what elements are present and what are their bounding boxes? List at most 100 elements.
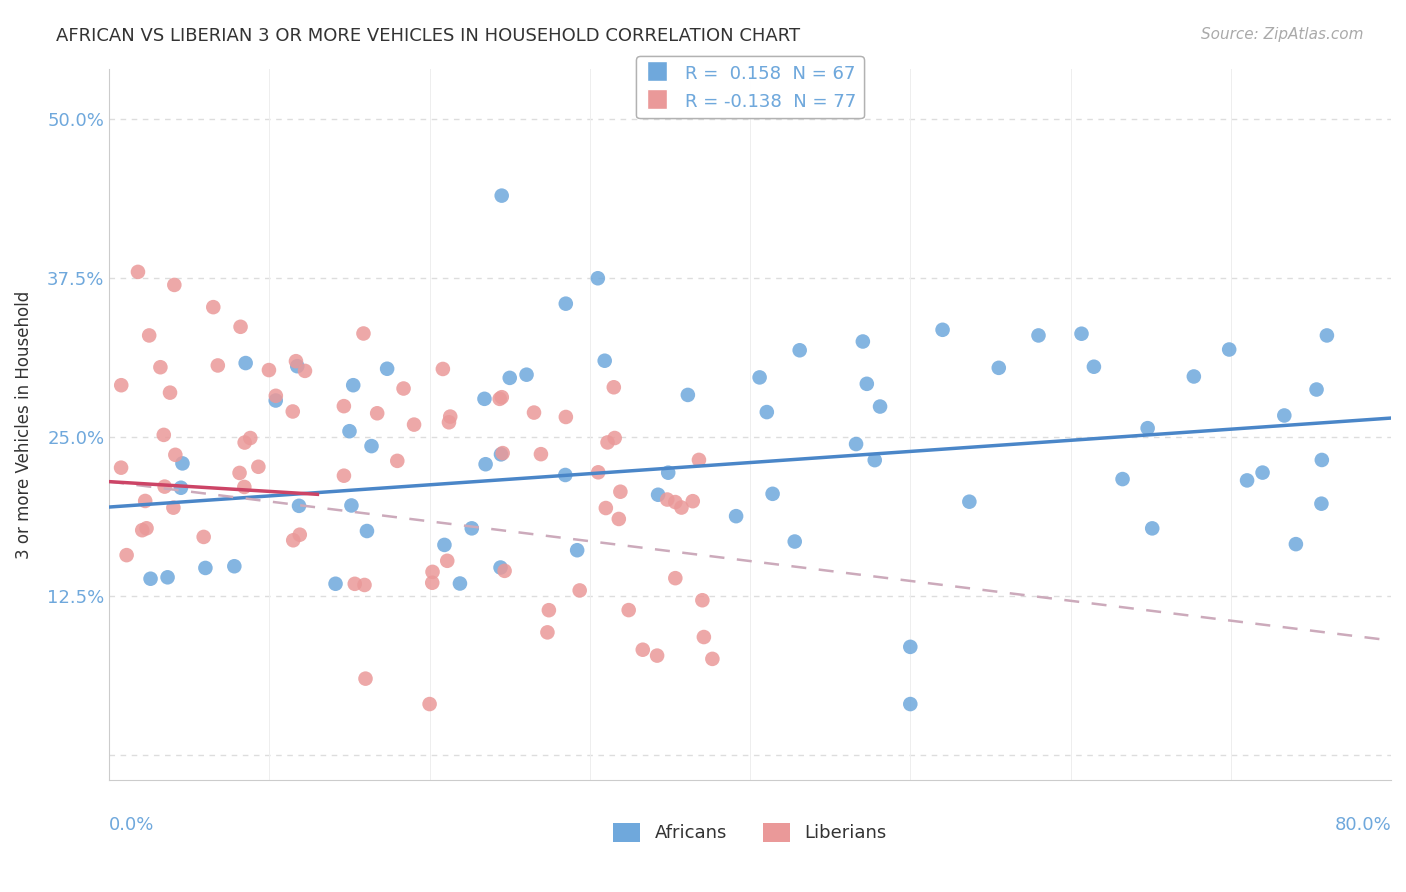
Point: [586, 271, 609, 285]
Point: [491, 446, 513, 460]
Point: [127, 265, 149, 279]
Point: [1111, 472, 1133, 486]
Point: [987, 360, 1010, 375]
Point: [554, 296, 576, 310]
Point: [488, 392, 510, 406]
Point: [554, 467, 576, 482]
Point: [530, 447, 553, 461]
Point: [852, 334, 875, 349]
Point: [1142, 521, 1164, 535]
Point: [159, 385, 181, 400]
Point: [134, 494, 156, 508]
Point: [224, 559, 246, 574]
Point: [537, 603, 560, 617]
Point: [202, 300, 225, 314]
Point: [139, 572, 162, 586]
Point: [682, 494, 704, 508]
Point: [491, 390, 513, 404]
Point: [1083, 359, 1105, 374]
Legend: R =  0.158  N = 67, R = -0.138  N = 77: R = 0.158 N = 67, R = -0.138 N = 77: [637, 56, 863, 119]
Point: [603, 431, 626, 445]
Point: [422, 565, 444, 579]
Point: [957, 494, 980, 508]
Point: [354, 672, 377, 686]
Point: [138, 328, 160, 343]
Point: [229, 319, 252, 334]
Point: [491, 188, 513, 202]
Point: [568, 583, 591, 598]
Point: [1251, 466, 1274, 480]
Point: [461, 521, 484, 535]
Point: [333, 399, 356, 413]
Point: [1182, 369, 1205, 384]
Point: [702, 652, 724, 666]
Point: [631, 642, 654, 657]
Point: [664, 571, 686, 585]
Point: [264, 389, 287, 403]
Point: [115, 548, 138, 562]
Point: [207, 359, 229, 373]
Y-axis label: 3 or more Vehicles in Household: 3 or more Vehicles in Household: [15, 290, 32, 558]
Point: [586, 465, 609, 479]
Point: [288, 499, 311, 513]
Point: [131, 523, 153, 537]
Point: [193, 530, 215, 544]
Point: [163, 277, 186, 292]
Point: [419, 697, 441, 711]
Point: [172, 457, 194, 471]
Point: [607, 512, 630, 526]
Point: [593, 353, 616, 368]
Point: [664, 495, 686, 509]
Point: [285, 354, 308, 368]
Point: [869, 400, 891, 414]
Point: [170, 481, 193, 495]
Text: 80.0%: 80.0%: [1334, 816, 1391, 834]
Point: [595, 501, 617, 516]
Point: [402, 417, 425, 432]
Point: [489, 560, 512, 574]
Point: [235, 356, 257, 370]
Point: [748, 370, 770, 384]
Point: [494, 564, 516, 578]
Point: [645, 648, 668, 663]
Point: [283, 533, 305, 548]
Point: [392, 382, 415, 396]
Point: [353, 578, 375, 592]
Point: [657, 466, 679, 480]
Point: [449, 576, 471, 591]
Point: [1070, 326, 1092, 341]
Point: [688, 453, 710, 467]
Point: [845, 437, 868, 451]
Point: [789, 343, 811, 358]
Point: [499, 371, 522, 385]
Point: [676, 388, 699, 402]
Point: [609, 484, 631, 499]
Point: [149, 360, 172, 375]
Point: [340, 499, 363, 513]
Point: [339, 424, 361, 438]
Point: [755, 405, 778, 419]
Point: [1236, 474, 1258, 488]
Point: [1272, 409, 1295, 423]
Point: [617, 603, 640, 617]
Point: [1310, 497, 1333, 511]
Point: [110, 460, 132, 475]
Point: [1028, 328, 1050, 343]
Point: [437, 415, 460, 429]
Point: [898, 697, 921, 711]
Point: [439, 409, 461, 424]
Point: [294, 364, 316, 378]
Point: [360, 439, 382, 453]
Point: [233, 435, 256, 450]
Point: [387, 454, 409, 468]
Point: [1285, 537, 1308, 551]
Point: [110, 378, 132, 392]
Point: [194, 561, 217, 575]
Point: [536, 625, 558, 640]
Point: [725, 509, 748, 524]
Point: [152, 428, 174, 442]
Point: [333, 468, 356, 483]
Point: [1316, 328, 1339, 343]
Point: [325, 576, 347, 591]
Point: [863, 453, 886, 467]
